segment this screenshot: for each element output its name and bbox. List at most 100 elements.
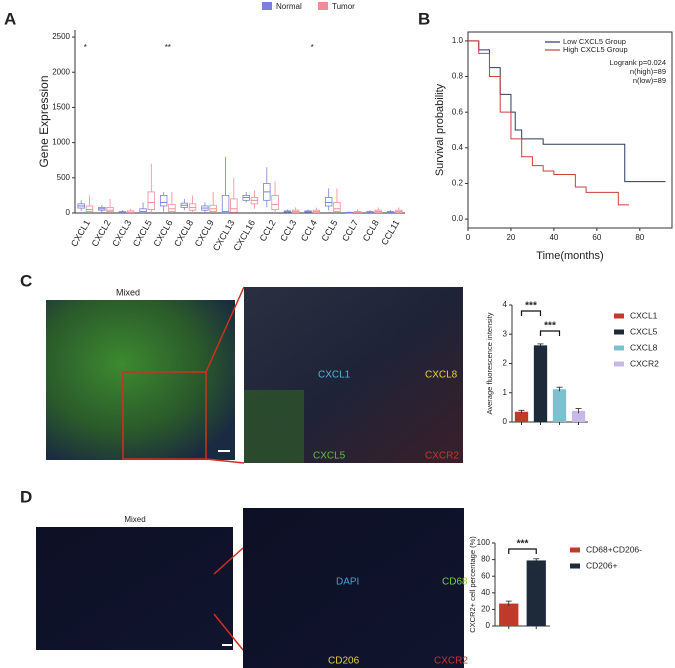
channel-label: CD68: [442, 577, 468, 588]
y-tick-label: 20: [481, 605, 490, 614]
bar: [571, 410, 586, 422]
x-tick-label: CCL11: [379, 218, 401, 247]
connector: [205, 458, 245, 464]
plot-frame: [467, 31, 673, 229]
channel-label: CXCL1: [318, 370, 351, 381]
legend-label: High CXCL5 Group: [563, 45, 628, 54]
legend-label: Normal: [276, 2, 302, 11]
y-tick-label: 1: [503, 388, 508, 397]
y-tick-label: 0: [503, 417, 508, 426]
y-tick-label: 4: [503, 300, 508, 309]
panel-label: D: [20, 487, 32, 506]
legend-label: Tumor: [332, 2, 355, 11]
annotation: n(low)=89: [633, 76, 666, 85]
legend-label: CXCR2: [630, 358, 659, 368]
legend-swatch: [262, 2, 272, 10]
x-tick-label: CCL8: [361, 218, 381, 243]
significance-bracket: [539, 330, 561, 336]
y-axis-title: Gene Expression: [37, 75, 51, 167]
box: [230, 198, 238, 213]
scale-bar: [222, 644, 232, 646]
x-tick-label: CCL7: [340, 218, 360, 243]
legend-swatch: [614, 345, 624, 351]
y-tick-label: 1500: [52, 103, 70, 112]
x-tick-label: 20: [506, 233, 515, 242]
x-tick-label: CCL2: [258, 218, 278, 243]
scale-bar: [218, 450, 230, 452]
connector: [213, 613, 244, 651]
channel-label: CXCR2: [425, 451, 459, 462]
bar: [533, 345, 548, 422]
image-title: Mixed: [116, 287, 140, 297]
box: [221, 195, 230, 214]
legend-label: CXCL1: [630, 310, 658, 320]
box: [159, 195, 168, 207]
bar: [499, 603, 519, 626]
channel-label: CD206: [328, 656, 360, 667]
y-tick-label: 0.8: [452, 72, 464, 81]
annotation: n(high)=89: [630, 67, 666, 76]
box: [139, 208, 147, 214]
box: [85, 205, 94, 212]
connector: [213, 547, 244, 575]
box: [271, 195, 279, 210]
y-tick-label: 0.2: [452, 179, 464, 188]
panel-label: C: [20, 271, 32, 290]
x-tick-label: 40: [549, 233, 558, 242]
legend-label: CXCL5: [630, 326, 658, 336]
significance-bracket: [520, 310, 542, 316]
micrograph: [36, 527, 233, 650]
legend-label: Low CXCL5 Group: [563, 37, 626, 46]
micrograph: [46, 300, 235, 460]
y-axis-title: Survival probability: [434, 83, 446, 176]
x-tick-label: 0: [466, 233, 471, 242]
legend-swatch: [614, 361, 624, 367]
survival-curve: [468, 40, 630, 206]
legend-swatch: [570, 563, 580, 569]
box: [324, 197, 333, 207]
x-tick-label: 60: [592, 233, 601, 242]
significance-bracket: [508, 548, 537, 554]
box: [106, 206, 114, 212]
legend-label: CD68+CD206-: [586, 544, 642, 554]
y-tick-label: 0.0: [452, 214, 464, 223]
box: [168, 204, 176, 212]
box: [333, 202, 341, 212]
y-tick-label: 40: [481, 588, 490, 597]
panel-label: B: [418, 9, 430, 28]
channel-label: DAPI: [336, 577, 359, 588]
channel-label: CXCL8: [425, 370, 458, 381]
significance: *: [311, 43, 314, 52]
panel-label: A: [4, 9, 16, 28]
y-tick-label: 2000: [52, 67, 70, 76]
significance: ***: [544, 321, 556, 332]
annotation: Logrank p=0.024: [609, 58, 666, 67]
x-axis-title: Time(months): [536, 250, 603, 262]
bar: [514, 411, 529, 422]
channel-label: CXCR2: [434, 656, 468, 667]
significance: *: [84, 43, 87, 52]
micrograph-region: [244, 390, 304, 463]
x-tick-label: CCL5: [319, 218, 339, 243]
channel-label: CXCL5: [313, 451, 346, 462]
legend-swatch: [614, 313, 624, 319]
y-tick-label: 2500: [52, 32, 70, 41]
y-tick-label: 2: [503, 359, 508, 368]
y-axis-title: Average fluorescence intensity: [485, 312, 494, 414]
box: [147, 191, 156, 210]
y-tick-label: 500: [57, 173, 71, 182]
bar: [526, 560, 546, 626]
y-tick-label: 0.6: [452, 107, 464, 116]
image-title: Mixed: [124, 515, 145, 524]
y-tick-label: 0.4: [452, 143, 464, 152]
x-tick-label: CCL3: [278, 218, 298, 243]
legend-label: CXCL8: [630, 342, 658, 352]
y-axis-title: CXCR2+ cell percentage (%): [468, 536, 477, 633]
significance: ***: [517, 539, 529, 550]
legend-swatch: [570, 547, 580, 553]
y-tick-label: 60: [481, 571, 490, 580]
y-tick-label: 3: [503, 329, 508, 338]
x-tick-label: 80: [635, 233, 644, 242]
y-tick-label: 80: [481, 555, 490, 564]
